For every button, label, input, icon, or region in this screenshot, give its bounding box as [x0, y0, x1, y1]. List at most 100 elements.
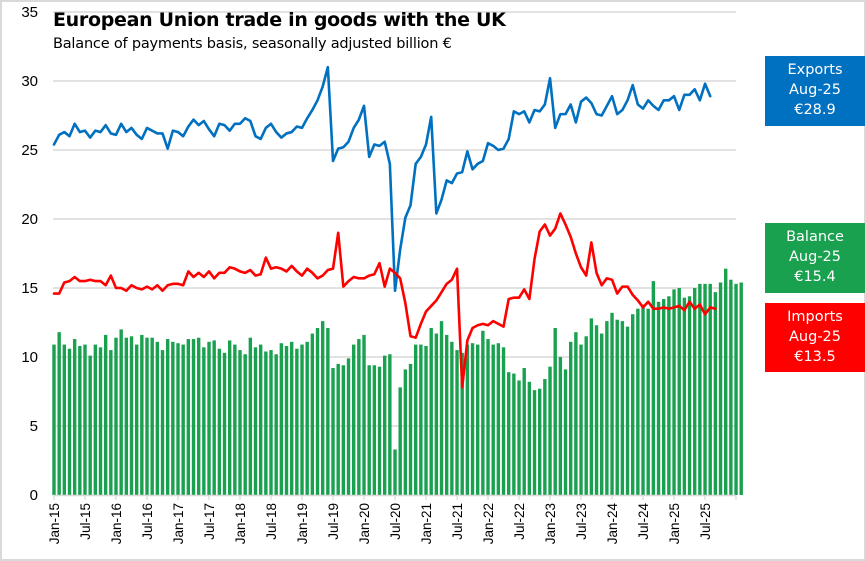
x-axis — [53, 494, 737, 500]
balance-bar — [527, 381, 532, 495]
balance-bar — [140, 334, 144, 495]
balance-bar — [346, 358, 351, 495]
balance-bar — [202, 347, 206, 495]
balance-bar — [248, 337, 253, 495]
balance-bar — [372, 365, 377, 495]
balance-bar — [610, 312, 614, 495]
balance-bar — [620, 321, 625, 495]
balance-bar — [72, 339, 77, 495]
balance-bar — [600, 333, 604, 495]
callout-label: Exports — [787, 62, 843, 78]
balance-bar — [429, 328, 433, 495]
balance-bar — [538, 388, 542, 495]
balance-bar — [408, 363, 413, 495]
balance-bar — [682, 297, 687, 495]
y-tick-label: 20 — [21, 211, 38, 228]
balance-bar — [212, 340, 216, 495]
balance-bar — [615, 319, 619, 495]
balance-bar — [522, 368, 526, 495]
balance-bar — [129, 336, 134, 495]
balance-bar — [357, 339, 361, 495]
balance-bar — [310, 333, 315, 495]
balance-bar — [186, 339, 191, 495]
balance-bar — [181, 344, 185, 495]
balance-bar — [558, 357, 563, 495]
balance-bar — [341, 365, 346, 495]
x-tick-label: Jan-19 — [295, 503, 310, 544]
balance-bar — [150, 337, 154, 495]
balance-bar — [196, 337, 201, 495]
balance-bar — [589, 318, 594, 495]
balance-bar — [579, 344, 583, 495]
x-tick-label: Jul-18 — [264, 503, 279, 540]
balance-bar — [444, 334, 449, 495]
y-tick-label: 15 — [21, 280, 38, 297]
balance-bar — [109, 350, 113, 495]
balance-bar — [258, 344, 263, 495]
y-tick-label: 10 — [21, 349, 38, 366]
balance-bar — [475, 344, 480, 495]
balance-bar — [651, 281, 656, 495]
x-tick-label: Jul-17 — [202, 503, 217, 540]
balance-bar — [238, 350, 242, 495]
x-tick-label: Jul-23 — [574, 503, 589, 540]
callout-period: Aug-25 — [789, 82, 841, 98]
balance-bar — [455, 350, 459, 495]
balance-bar — [553, 328, 557, 495]
x-tick-label: Jul-19 — [326, 503, 341, 540]
balance-callout: Balance Aug-25 €15.4 — [765, 223, 865, 293]
balance-bar — [718, 282, 723, 495]
balance-bar — [165, 339, 170, 495]
balance-bar — [367, 365, 371, 495]
chart-title: European Union trade in goods with the U… — [53, 9, 506, 31]
balance-bar — [687, 296, 692, 495]
balance-bar — [594, 325, 599, 495]
balance-bar — [662, 299, 666, 495]
balance-bar — [569, 341, 573, 495]
balance-bar — [631, 314, 635, 495]
balance-bar — [486, 339, 490, 495]
balance-bar — [496, 343, 501, 495]
balance-bar — [667, 296, 671, 495]
x-tick-label: Jan-22 — [481, 503, 496, 544]
balance-bar — [222, 352, 227, 495]
balance-bar — [331, 368, 335, 495]
y-axis-ticks: 0 5 10 15 20 25 30 35 — [21, 4, 38, 504]
balance-bar — [393, 449, 397, 495]
balance-bar — [362, 334, 366, 495]
balance-bar — [419, 344, 423, 495]
balance-bar — [605, 321, 609, 495]
x-tick-label: Jul-15 — [78, 503, 93, 540]
balance-bar — [52, 344, 56, 495]
x-tick-label: Jan-20 — [357, 503, 372, 544]
balance-bar — [641, 304, 645, 495]
balance-bar — [388, 354, 392, 495]
callout-value: €13.5 — [794, 349, 836, 365]
callout-value: €28.9 — [794, 102, 836, 118]
imports-line — [52, 212, 717, 389]
balance-bar — [326, 328, 330, 495]
x-tick-label: Jul-21 — [450, 503, 465, 540]
balance-bar — [507, 372, 511, 495]
x-tick-label: Jan-17 — [171, 503, 186, 544]
callout-period: Aug-25 — [789, 329, 841, 345]
balance-bar — [739, 282, 743, 495]
balance-bar — [103, 334, 108, 495]
balance-bar — [191, 339, 196, 495]
balance-bar — [305, 341, 309, 495]
balance-bar — [382, 355, 387, 495]
balance-bar — [253, 347, 258, 495]
balance-bar — [243, 354, 247, 495]
balance-bar — [672, 289, 676, 495]
callout-label: Balance — [786, 229, 844, 245]
balance-bar — [264, 351, 268, 495]
x-tick-label: Jan-15 — [47, 503, 62, 544]
balance-bar — [320, 321, 325, 495]
balance-bar — [656, 301, 661, 495]
balance-bars — [52, 268, 743, 495]
callout-period: Aug-25 — [789, 249, 841, 265]
balance-bar — [625, 326, 630, 495]
x-tick-label: Jul-16 — [140, 503, 155, 540]
balance-bar — [336, 363, 340, 495]
series-lines — [52, 65, 717, 389]
